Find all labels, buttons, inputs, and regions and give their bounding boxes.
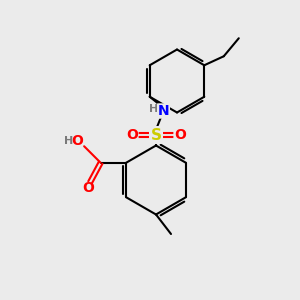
Text: O: O — [72, 134, 83, 148]
Text: H: H — [64, 136, 73, 146]
Text: O: O — [126, 128, 138, 142]
Text: S: S — [151, 128, 161, 142]
Text: O: O — [83, 181, 94, 195]
Text: O: O — [174, 128, 186, 142]
Text: H: H — [149, 103, 158, 114]
Text: N: N — [158, 104, 169, 118]
